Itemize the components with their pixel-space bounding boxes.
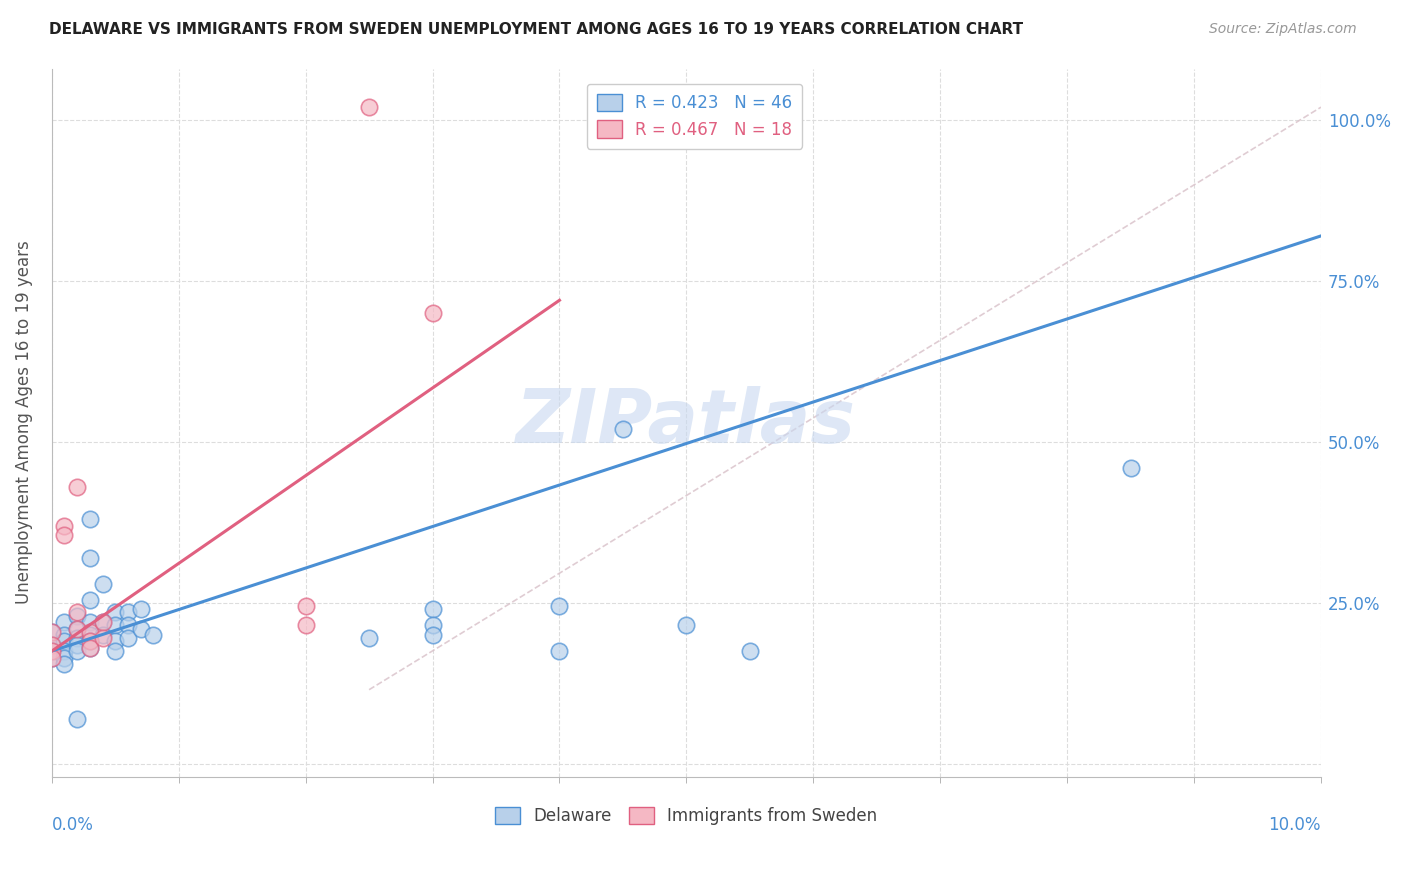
- Point: [41, 638, 63, 652]
- Point: [91, 628, 114, 642]
- Point: [41, 650, 63, 665]
- Point: [66, 480, 89, 494]
- Point: [79, 550, 101, 565]
- Point: [41, 650, 63, 665]
- Point: [104, 644, 127, 658]
- Point: [104, 634, 127, 648]
- Point: [41, 624, 63, 639]
- Point: [91, 576, 114, 591]
- Point: [294, 618, 316, 632]
- Text: Source: ZipAtlas.com: Source: ZipAtlas.com: [1209, 22, 1357, 37]
- Point: [1119, 460, 1142, 475]
- Point: [53, 615, 76, 629]
- Point: [79, 592, 101, 607]
- Point: [79, 640, 101, 655]
- Point: [41, 638, 63, 652]
- Point: [91, 615, 114, 629]
- Point: [548, 644, 571, 658]
- Point: [66, 606, 89, 620]
- Point: [129, 622, 152, 636]
- Point: [738, 644, 761, 658]
- Point: [79, 512, 101, 526]
- Point: [359, 100, 381, 114]
- Legend: Delaware, Immigrants from Sweden: Delaware, Immigrants from Sweden: [489, 800, 884, 832]
- Point: [79, 624, 101, 639]
- Point: [104, 606, 127, 620]
- Point: [53, 644, 76, 658]
- Point: [79, 640, 101, 655]
- Point: [91, 615, 114, 629]
- Point: [117, 618, 139, 632]
- Point: [66, 631, 89, 645]
- Point: [91, 631, 114, 645]
- Point: [79, 634, 101, 648]
- Point: [79, 628, 101, 642]
- Point: [422, 602, 444, 616]
- Point: [66, 638, 89, 652]
- Point: [53, 528, 76, 542]
- Point: [359, 631, 381, 645]
- Point: [41, 644, 63, 658]
- Point: [53, 634, 76, 648]
- Point: [129, 602, 152, 616]
- Point: [117, 631, 139, 645]
- Point: [79, 634, 101, 648]
- Text: 10.0%: 10.0%: [1268, 815, 1322, 833]
- Point: [66, 622, 89, 636]
- Point: [66, 622, 89, 636]
- Point: [294, 599, 316, 613]
- Text: DELAWARE VS IMMIGRANTS FROM SWEDEN UNEMPLOYMENT AMONG AGES 16 TO 19 YEARS CORREL: DELAWARE VS IMMIGRANTS FROM SWEDEN UNEMP…: [49, 22, 1024, 37]
- Point: [548, 599, 571, 613]
- Point: [53, 518, 76, 533]
- Point: [66, 644, 89, 658]
- Point: [66, 712, 89, 726]
- Point: [53, 650, 76, 665]
- Point: [41, 624, 63, 639]
- Y-axis label: Unemployment Among Ages 16 to 19 years: Unemployment Among Ages 16 to 19 years: [15, 241, 32, 605]
- Point: [142, 628, 165, 642]
- Point: [104, 618, 127, 632]
- Text: ZIPatlas: ZIPatlas: [516, 386, 856, 459]
- Point: [117, 606, 139, 620]
- Text: 0.0%: 0.0%: [52, 815, 94, 833]
- Point: [422, 618, 444, 632]
- Point: [79, 615, 101, 629]
- Point: [66, 608, 89, 623]
- Point: [612, 422, 634, 436]
- Point: [675, 618, 697, 632]
- Point: [422, 628, 444, 642]
- Point: [53, 628, 76, 642]
- Point: [422, 306, 444, 320]
- Point: [53, 657, 76, 671]
- Point: [41, 644, 63, 658]
